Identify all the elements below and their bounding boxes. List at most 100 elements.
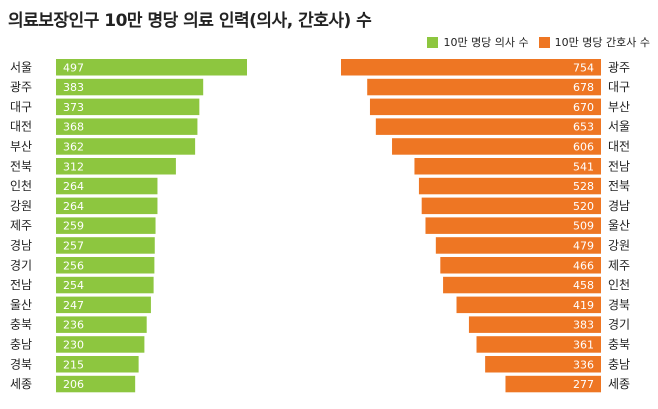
bar-doctors bbox=[56, 177, 158, 195]
region-label-doctors: 경북 bbox=[10, 357, 32, 371]
value-label-nurses: 606 bbox=[573, 140, 594, 153]
bar-nurses bbox=[369, 98, 601, 116]
region-label-doctors: 충남 bbox=[10, 337, 32, 351]
value-label-doctors: 230 bbox=[63, 338, 84, 351]
region-label-doctors: 경남 bbox=[10, 238, 32, 252]
bar-doctors bbox=[56, 98, 200, 116]
legend-label-doctors: 10만 명당 의사 수 bbox=[443, 36, 529, 49]
bar-doctors bbox=[56, 197, 158, 215]
region-label-nurses: 울산 bbox=[608, 219, 630, 233]
region-label-nurses: 세종 bbox=[608, 377, 630, 391]
region-label-nurses: 서울 bbox=[608, 120, 630, 134]
value-label-nurses: 336 bbox=[573, 358, 594, 371]
region-label-nurses: 강원 bbox=[608, 238, 630, 252]
value-label-doctors: 497 bbox=[63, 61, 84, 74]
legend: 10만 명당 의사 수 10만 명당 간호사 수 bbox=[427, 34, 650, 50]
value-label-nurses: 458 bbox=[573, 279, 594, 292]
chart-title: 의료보장인구 10만 명당 의료 인력(의사, 간호사) 수 bbox=[8, 11, 372, 31]
region-label-doctors: 제주 bbox=[10, 219, 32, 233]
value-label-doctors: 256 bbox=[63, 259, 84, 272]
region-label-nurses: 경북 bbox=[608, 298, 630, 312]
region-label-doctors: 대전 bbox=[10, 120, 32, 134]
value-label-nurses: 383 bbox=[573, 319, 594, 332]
legend-swatch-doctors bbox=[427, 36, 439, 48]
value-label-doctors: 215 bbox=[63, 358, 84, 371]
region-label-nurses: 대구 bbox=[608, 80, 630, 94]
region-label-doctors: 서울 bbox=[10, 60, 32, 74]
value-label-nurses: 653 bbox=[573, 121, 594, 134]
bar-doctors bbox=[56, 78, 204, 96]
bar-nurses bbox=[485, 356, 601, 373]
value-label-nurses: 541 bbox=[573, 160, 594, 173]
bar-nurses bbox=[341, 59, 601, 76]
value-label-doctors: 259 bbox=[63, 220, 84, 233]
bar-doctors bbox=[56, 217, 156, 234]
value-label-doctors: 264 bbox=[63, 180, 84, 193]
value-label-nurses: 509 bbox=[573, 220, 594, 233]
bar-nurses bbox=[456, 296, 601, 314]
value-label-doctors: 247 bbox=[63, 299, 84, 312]
legend-item-doctors: 10만 명당 의사 수 bbox=[427, 34, 529, 50]
value-label-doctors: 257 bbox=[63, 239, 84, 252]
region-label-doctors: 강원 bbox=[10, 199, 32, 213]
region-label-doctors: 충북 bbox=[10, 318, 32, 332]
bar-nurses bbox=[435, 237, 601, 254]
bar-nurses bbox=[505, 375, 601, 393]
bar-doctors bbox=[56, 296, 151, 314]
region-label-doctors: 전남 bbox=[10, 278, 32, 292]
value-label-nurses: 520 bbox=[573, 200, 594, 213]
bar-doctors bbox=[56, 356, 139, 373]
region-label-nurses: 인천 bbox=[608, 277, 630, 292]
value-label-nurses: 479 bbox=[573, 239, 594, 252]
region-label-doctors: 대구 bbox=[10, 100, 32, 114]
value-label-doctors: 373 bbox=[63, 101, 84, 114]
value-label-nurses: 528 bbox=[573, 180, 594, 193]
legend-item-nurses: 10만 명당 간호사 수 bbox=[538, 34, 650, 50]
bar-doctors bbox=[56, 375, 136, 393]
bar-doctors bbox=[56, 316, 147, 333]
value-label-nurses: 419 bbox=[573, 299, 594, 312]
value-label-nurses: 361 bbox=[573, 338, 594, 351]
value-label-doctors: 362 bbox=[63, 140, 84, 153]
region-label-doctors: 인천 bbox=[10, 178, 32, 193]
region-label-nurses: 경남 bbox=[608, 199, 630, 213]
bar-nurses bbox=[375, 118, 601, 135]
region-label-doctors: 부산 bbox=[10, 139, 32, 153]
legend-swatch-nurses bbox=[538, 36, 550, 48]
value-label-nurses: 277 bbox=[573, 378, 594, 391]
region-label-nurses: 전북 bbox=[608, 179, 630, 193]
region-label-nurses: 광주 bbox=[608, 60, 630, 74]
value-label-doctors: 264 bbox=[63, 200, 84, 213]
value-label-doctors: 206 bbox=[63, 378, 84, 391]
value-label-nurses: 670 bbox=[573, 101, 594, 114]
value-label-doctors: 368 bbox=[63, 121, 84, 134]
bar-doctors bbox=[56, 257, 155, 274]
region-label-nurses: 충북 bbox=[608, 337, 630, 351]
bar-nurses bbox=[440, 257, 601, 274]
legend-label-nurses: 10만 명당 간호사 수 bbox=[554, 36, 650, 49]
bar-nurses bbox=[443, 276, 601, 294]
region-label-nurses: 충남 bbox=[608, 357, 630, 371]
bar-nurses bbox=[476, 336, 601, 353]
bar-doctors bbox=[56, 118, 198, 135]
region-label-nurses: 전남 bbox=[608, 159, 630, 173]
region-label-nurses: 부산 bbox=[608, 100, 630, 114]
value-label-nurses: 678 bbox=[573, 81, 594, 94]
value-label-nurses: 754 bbox=[573, 61, 594, 74]
bar-doctors bbox=[56, 276, 154, 294]
bar-nurses bbox=[418, 177, 601, 195]
value-label-doctors: 236 bbox=[63, 319, 84, 332]
bar-nurses bbox=[414, 158, 601, 175]
bar-doctors bbox=[56, 59, 247, 76]
region-label-doctors: 광주 bbox=[10, 80, 32, 94]
region-label-doctors: 전북 bbox=[10, 159, 32, 173]
bar-nurses bbox=[421, 197, 601, 215]
bar-doctors bbox=[56, 158, 176, 175]
value-label-doctors: 383 bbox=[63, 81, 84, 94]
bar-doctors bbox=[56, 336, 145, 353]
bar-doctors bbox=[56, 237, 155, 254]
bar-nurses bbox=[367, 78, 601, 96]
value-label-doctors: 312 bbox=[63, 160, 84, 173]
